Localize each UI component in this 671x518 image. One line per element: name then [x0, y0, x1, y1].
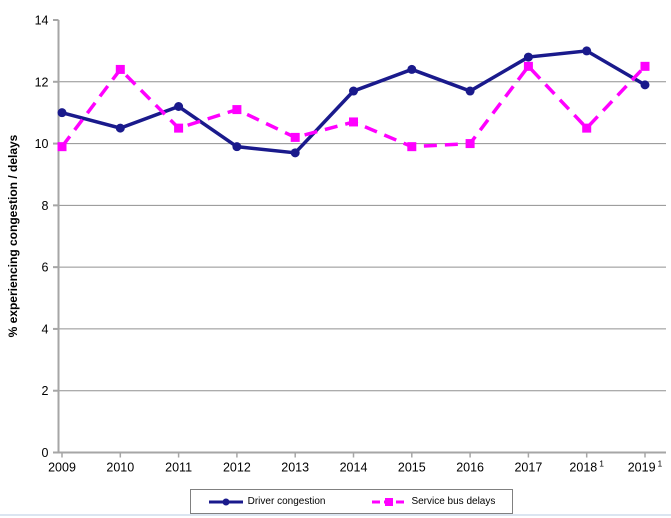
svg-text:2017: 2017 [514, 461, 542, 475]
svg-text:0: 0 [42, 446, 49, 460]
bottom-divider [0, 514, 671, 516]
legend-entry-driver-congestion: Driver congestion [208, 496, 326, 507]
svg-text:4: 4 [42, 322, 49, 336]
legend-label-service-bus-delays: Service bus delays [411, 496, 496, 507]
svg-text:10: 10 [35, 137, 49, 151]
svg-text:2014: 2014 [340, 461, 368, 475]
svg-text:2009: 2009 [48, 461, 76, 475]
line-chart-plot: 0 2 4 6 8 10 12 14 2009 2010 2011 2012 2013 2014 2015 2… [35, 14, 666, 475]
svg-text:2010: 2010 [106, 461, 134, 475]
svg-text:6: 6 [42, 261, 49, 275]
svg-text:2015: 2015 [398, 461, 426, 475]
svg-text:2: 2 [42, 384, 49, 398]
legend-label-driver-congestion: Driver congestion [247, 496, 326, 507]
service-bus-delays-line-swatch [372, 497, 407, 506]
svg-text:2013: 2013 [281, 461, 309, 475]
svg-text:8: 8 [42, 199, 49, 213]
svg-text:2011: 2011 [165, 461, 192, 475]
svg-text:2016: 2016 [456, 461, 484, 475]
driver-congestion-line-swatch [208, 498, 243, 505]
svg-text:12: 12 [35, 75, 49, 89]
legend-entry-service-bus-delays: Service bus delays [371, 496, 495, 507]
svg-text:14: 14 [35, 14, 49, 28]
chart-legend: Driver congestion Service bus delays [190, 489, 513, 514]
svg-text:2012: 2012 [223, 461, 251, 475]
